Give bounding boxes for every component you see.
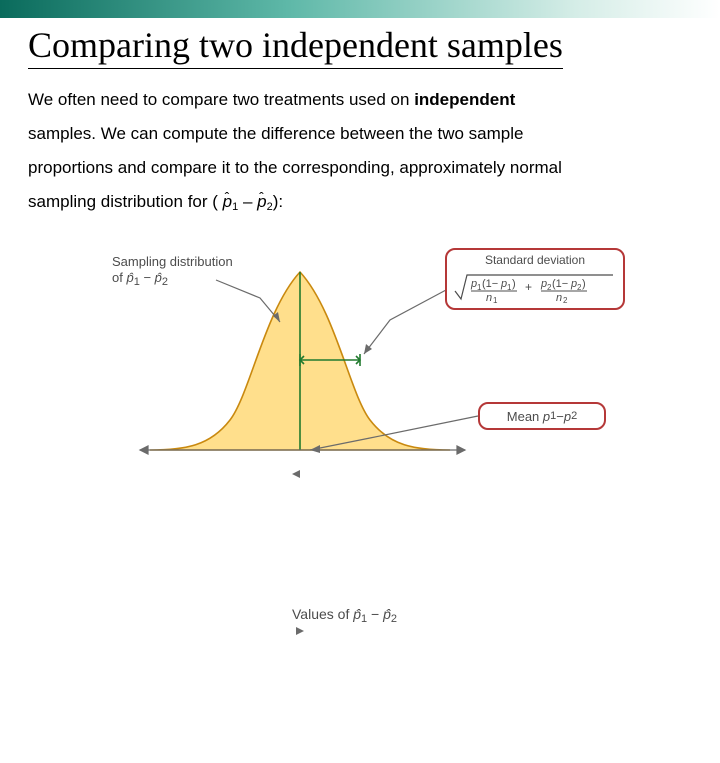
phat2: p: [257, 192, 266, 211]
axis-arrow-icon-right: [292, 625, 429, 762]
body-line1a: We often need to compare two treatments …: [28, 90, 414, 109]
svg-text:(1−: (1−: [482, 278, 498, 290]
body-line1b: independent: [414, 90, 515, 109]
mean-label: Mean: [507, 409, 540, 424]
sampling-l1: Sampling distribution: [112, 254, 233, 269]
axis-p2: p̂: [383, 606, 391, 622]
svg-text:): ): [512, 278, 516, 290]
figure-container: Sampling distribution of p̂1 − p̂2 Stand…: [120, 250, 600, 510]
body-line2: samples. We can compute the difference b…: [28, 124, 523, 143]
svg-text:n: n: [486, 292, 492, 303]
mean-p1: p: [543, 409, 550, 424]
sampling-phat2: p̂: [155, 270, 162, 285]
mean-m: −: [556, 409, 564, 424]
axis-label: Values of p̂1 − p̂2: [292, 468, 429, 763]
body-paragraph: We often need to compare two treatments …: [28, 83, 692, 219]
mean-s2: 2: [571, 410, 577, 422]
axis-arrow-icon: [292, 468, 429, 605]
svg-text:1: 1: [493, 296, 498, 303]
sampling-s2: 2: [162, 276, 168, 288]
sd-label: Standard deviation: [453, 253, 617, 267]
mean-callout: Mean p1 − p2: [478, 402, 606, 430]
header-bar: [0, 0, 720, 18]
body-line3: proportions and compare it to the corres…: [28, 158, 562, 177]
axis-s2: 2: [391, 613, 397, 625]
axis-text: Values of: [292, 606, 353, 622]
svg-text:(1−: (1−: [552, 278, 568, 290]
sampling-phat1: p̂: [126, 270, 133, 285]
svg-text:): ): [582, 278, 586, 290]
svg-text:2: 2: [563, 296, 568, 303]
sampling-m: −: [140, 270, 155, 285]
body-line4a: sampling distribution for (: [28, 192, 223, 211]
svg-text:+: +: [525, 280, 532, 294]
sd-formula: p 1 (1− p 1 ) n 1 + p 2 (1− p 2 ) n 2: [453, 269, 617, 303]
svg-text:n: n: [556, 292, 562, 303]
sd-callout: Standard deviation p 1 (1− p 1 ) n 1 + p…: [445, 248, 625, 310]
body-line4c: ):: [273, 192, 283, 211]
axis-m: −: [367, 606, 383, 622]
page-title: Comparing two independent samples: [28, 24, 563, 69]
sampling-l2a: of: [112, 270, 126, 285]
mean-p2: p: [564, 409, 571, 424]
sampling-dist-label: Sampling distribution of p̂1 − p̂2: [112, 254, 233, 290]
phat1: p: [223, 192, 232, 211]
axis-p1: p̂: [353, 606, 361, 622]
body-line4b: –: [238, 192, 257, 211]
